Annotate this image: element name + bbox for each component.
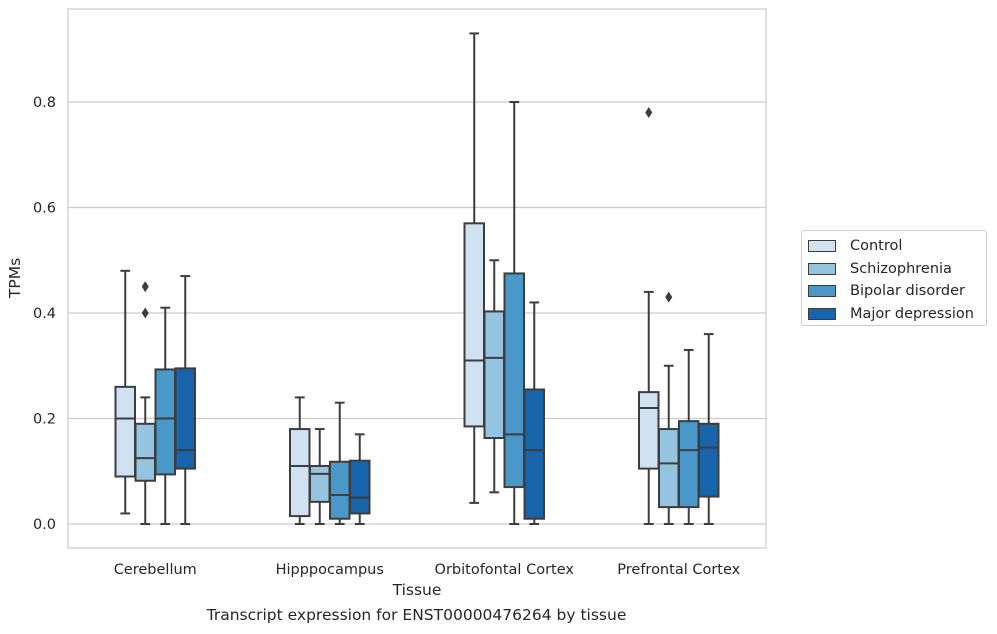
- x-tick-label: Orbitofontal Cortex: [435, 562, 575, 578]
- x-tick-label: Cerebellum: [114, 562, 197, 578]
- box-0-0: [114, 269, 136, 515]
- x-axis-ticks: Cerebellum Hipppocampus Orbitofontal Corte…: [114, 562, 741, 578]
- outlier-point: [141, 281, 149, 293]
- box-iqr: [349, 459, 371, 515]
- x-axis-label: Tissue: [392, 581, 442, 599]
- box-3-2: [678, 348, 700, 525]
- legend-swatch: [808, 285, 836, 298]
- box-iqr: [698, 422, 720, 498]
- box-1-2: [329, 401, 351, 525]
- legend-swatch: [808, 262, 836, 275]
- box-1-1: [309, 428, 331, 525]
- box-iqr: [154, 368, 176, 476]
- y-tick-label: 0.6: [33, 201, 56, 217]
- box-1-3: [349, 433, 371, 525]
- y-tick-label: 0.4: [33, 306, 56, 322]
- box-2-3: [523, 301, 545, 525]
- box-iqr: [174, 367, 196, 470]
- box-iqr: [134, 422, 156, 482]
- box-0-1: [134, 281, 156, 525]
- box-iqr: [463, 222, 485, 428]
- legend-item: Bipolar disorder: [808, 280, 986, 303]
- legend-item: Major depression: [808, 303, 986, 326]
- box-iqr: [638, 391, 660, 470]
- box-3-0: [638, 107, 660, 525]
- box-2-2: [503, 101, 525, 525]
- box-iqr: [309, 464, 331, 503]
- box-groups: [114, 32, 720, 525]
- x-tick-label: Hipppocampus: [276, 562, 384, 578]
- legend-swatch: [808, 307, 836, 320]
- box-iqr: [678, 420, 700, 509]
- legend-label: Bipolar disorder: [850, 283, 965, 300]
- box-iqr: [483, 310, 505, 440]
- y-tick-label: 0.2: [33, 412, 56, 428]
- chart-caption: Transcript expression for ENST0000047626…: [206, 606, 627, 624]
- legend-item: Schizophrenia: [808, 258, 986, 281]
- outlier-point: [141, 307, 149, 319]
- box-iqr: [114, 385, 136, 478]
- x-tick-label: Prefrontal Cortex: [617, 562, 740, 578]
- legend: Control Schizophrenia Bipolar disorder Majo…: [801, 230, 987, 326]
- outlier-point: [665, 291, 673, 303]
- outlier-point: [645, 107, 653, 119]
- box-3-1: [658, 291, 680, 525]
- legend-label: Major depression: [850, 305, 974, 322]
- legend-swatch: [808, 240, 836, 253]
- box-0-2: [154, 306, 176, 525]
- box-iqr: [289, 428, 311, 518]
- legend-label: Schizophrenia: [850, 260, 952, 277]
- plot-frame: [67, 8, 767, 549]
- y-tick-label: 0.8: [33, 95, 56, 111]
- box-iqr: [658, 428, 680, 509]
- legend-item: Control: [808, 235, 986, 258]
- box-3-3: [698, 333, 720, 525]
- legend-label: Control: [850, 238, 903, 255]
- y-axis-ticks: 0.0 0.2 0.4 0.6 0.8: [33, 95, 56, 533]
- y-axis-label: TPMs: [6, 258, 24, 299]
- box-0-3: [174, 275, 196, 525]
- box-iqr: [523, 388, 545, 520]
- box-2-0: [463, 32, 485, 504]
- y-tick-label: 0.0: [33, 517, 56, 533]
- box-iqr: [503, 272, 525, 489]
- box-1-0: [289, 396, 311, 525]
- box-iqr: [329, 460, 351, 520]
- box-2-1: [483, 259, 505, 494]
